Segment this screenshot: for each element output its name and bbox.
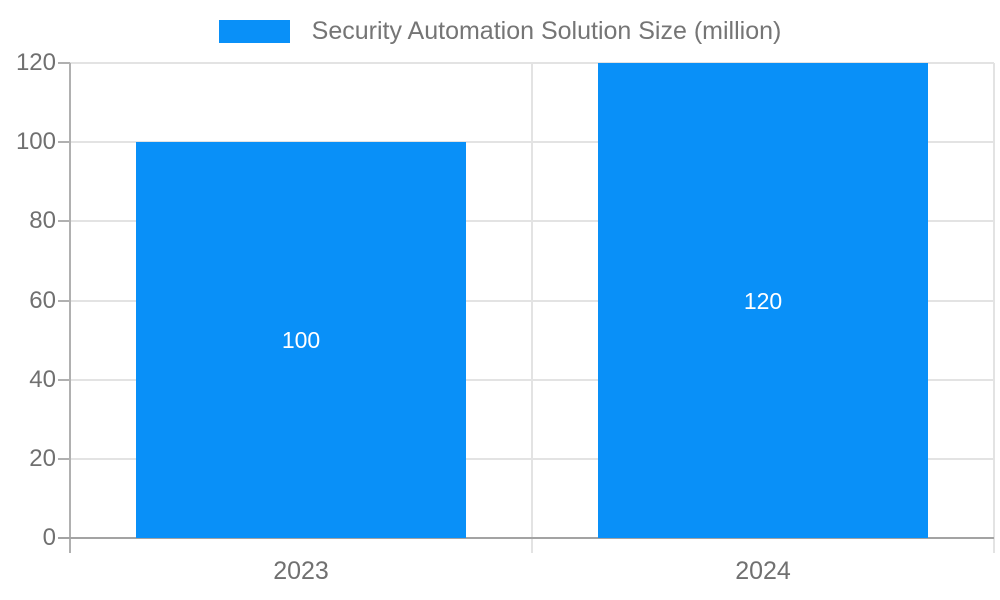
y-tick-label: 100 (15, 128, 56, 155)
y-tick-label: 60 (29, 287, 56, 314)
x-tick-label: 2023 (273, 557, 329, 585)
y-tick-label: 20 (29, 445, 56, 472)
y-tick (58, 300, 70, 302)
x-tick-label: 2024 (735, 557, 791, 585)
bar-2023[interactable] (136, 142, 466, 538)
x-axis-line (58, 537, 994, 539)
y-tick-label: 120 (15, 49, 56, 76)
category-boundary-line (531, 63, 533, 553)
legend-swatch (218, 19, 290, 43)
bar-value-label: 120 (743, 288, 783, 314)
y-tick (58, 220, 70, 222)
legend-label: Security Automation Solution Size (milli… (311, 16, 782, 45)
y-axis-line (69, 63, 71, 553)
y-tick (58, 62, 70, 64)
y-tick-label: 0 (42, 524, 56, 551)
y-tick-label: 80 (29, 207, 56, 234)
y-tick (58, 379, 70, 381)
y-tick (58, 458, 70, 460)
y-tick (58, 141, 70, 143)
legend[interactable]: Security Automation Solution Size (milli… (0, 14, 1000, 48)
bar-2024[interactable] (598, 63, 928, 538)
bar-value-label: 100 (281, 327, 321, 353)
y-tick-label: 40 (29, 366, 56, 393)
category-boundary-line (993, 63, 995, 553)
